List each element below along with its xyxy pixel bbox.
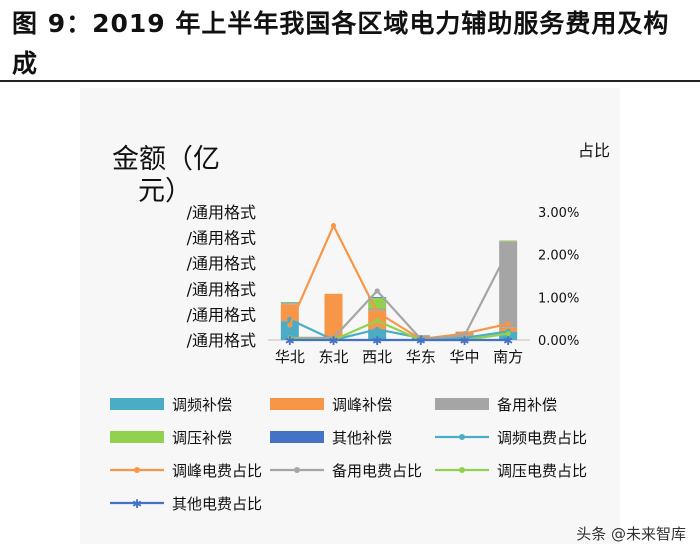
left-tick-label: /通用格式 [187, 229, 256, 248]
x-tick-label: 华东 [406, 348, 436, 366]
line-point [374, 318, 380, 324]
legend-swatch [270, 398, 324, 410]
bar-segment [499, 240, 518, 242]
x-tick-label: 南方 [493, 348, 523, 366]
bar-segment [280, 302, 299, 304]
line-point [505, 331, 511, 337]
line-point [287, 322, 293, 328]
left-tick-label: /通用格式 [187, 331, 256, 350]
bar-segment [368, 308, 387, 311]
right-tick-label: 3.00% [538, 206, 579, 221]
legend-marker [459, 434, 465, 440]
legend-swatch [435, 398, 489, 410]
left-tick-label: /通用格式 [187, 280, 256, 299]
legend-label: 备用电费占比 [332, 462, 422, 480]
left-axis-title-line1: 金额（亿 [112, 144, 220, 175]
legend-label: 调峰补偿 [332, 396, 392, 414]
x-tick-label: 华北 [275, 348, 305, 366]
figure-title: 图 9：2019 年上半年我国各区域电力辅助服务费用及构成 [12, 9, 670, 78]
watermark: 头条 @未来智库 [576, 525, 686, 543]
legend-label: 调频补偿 [172, 396, 232, 414]
x-tick-label: 东北 [318, 348, 348, 366]
left-tick-label: /通用格式 [187, 203, 256, 222]
line-point: ✱ [503, 334, 513, 348]
line-point [330, 223, 337, 229]
bar-segment [324, 293, 343, 340]
legend-marker [134, 467, 140, 473]
line-point: ✱ [459, 334, 469, 348]
legend-marker [459, 467, 465, 473]
right-tick-label: 2.00% [538, 249, 579, 264]
bar-segment [280, 321, 299, 340]
line-point: ✱ [285, 334, 295, 348]
legend-label: 其他补偿 [332, 429, 392, 447]
right-tick-label: 0.00% [538, 334, 579, 349]
series-line [288, 223, 509, 341]
chart: 金额（亿元） 占比/通用格式/通用格式/通用格式/通用格式/通用格式/通用格式 0.… [110, 141, 610, 513]
right-tick-label: 1.00% [538, 291, 579, 306]
line-point [374, 288, 380, 294]
left-axis-title-line2: 元） [138, 176, 192, 207]
x-tick-label: 华中 [449, 348, 479, 366]
legend-marker [294, 467, 300, 473]
bar-segment [368, 298, 387, 309]
line-point [505, 247, 511, 253]
legend-label: 调压电费占比 [497, 462, 587, 480]
bar-segment [368, 329, 387, 340]
legend-swatch [110, 431, 164, 443]
legend-label: 调频电费占比 [497, 429, 587, 447]
left-tick-label: /通用格式 [187, 305, 256, 324]
legend-marker: ✱ [132, 497, 142, 511]
legend-swatch [270, 431, 324, 443]
chart-panel: 金额（亿 元） 占比/通用格式/通用格式/通用格式/通用格式/通用格式/通用格式 0.… [80, 88, 620, 544]
line-point [374, 326, 380, 332]
legend-label: 其他电费占比 [172, 495, 262, 513]
title-rule [0, 80, 700, 82]
line-point [505, 321, 511, 327]
left-tick-label: /通用格式 [187, 254, 256, 273]
legend-swatch [110, 398, 164, 410]
line-point: ✱ [372, 334, 382, 348]
bar-segment [280, 303, 299, 305]
bar-segment [368, 297, 387, 298]
line-point: ✱ [328, 334, 338, 348]
bar-segment [499, 241, 518, 328]
series-line [289, 318, 509, 342]
legend-label: 调压补偿 [172, 429, 232, 447]
line-point [374, 309, 380, 315]
legend-label: 备用补偿 [497, 396, 557, 414]
right-axis-title: 占比 [578, 141, 610, 160]
x-tick-label: 西北 [362, 348, 392, 366]
legend-label: 调峰电费占比 [172, 462, 262, 480]
line-point [461, 333, 468, 339]
line-point: ✱ [416, 334, 426, 348]
series-line [289, 249, 510, 341]
